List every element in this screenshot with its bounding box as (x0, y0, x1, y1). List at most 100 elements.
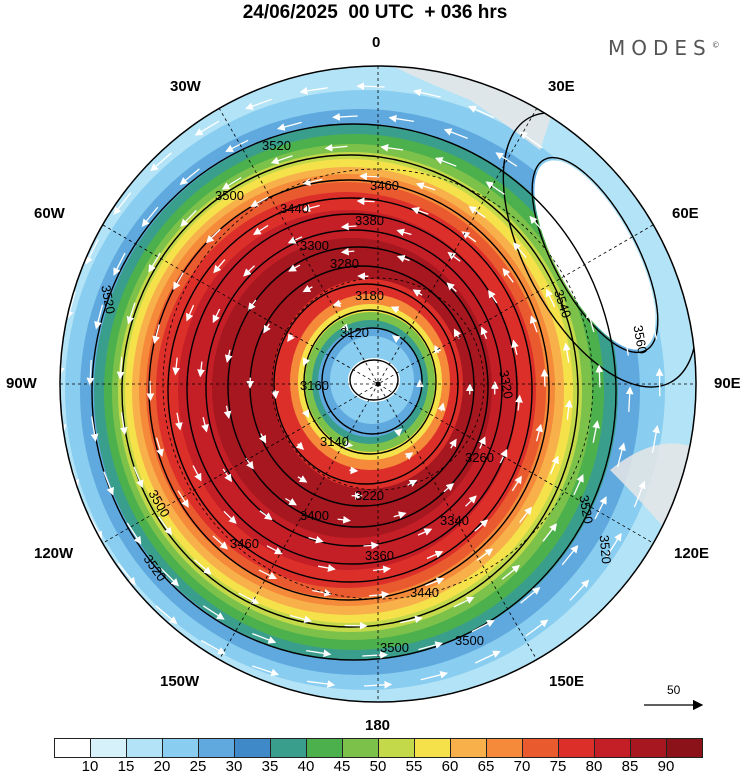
wind-vector (595, 364, 604, 388)
legend-swatch (594, 738, 631, 758)
wind-vector (251, 665, 280, 677)
wind-vector (606, 276, 617, 301)
lon-label-90e: 90E (714, 375, 741, 392)
legend-tick-label: 85 (621, 758, 639, 775)
wind-vector (173, 272, 184, 291)
wind-vector (113, 252, 126, 276)
wind-vector (155, 605, 178, 625)
contour-label: 3180 (355, 288, 384, 303)
legend-swatch (54, 738, 91, 758)
wind-vector (434, 344, 442, 354)
legend-swatch (414, 738, 451, 758)
wind-vector (648, 311, 658, 340)
wind-vector (258, 433, 267, 444)
legend-swatch (270, 738, 307, 758)
wind-vector (266, 545, 283, 555)
contour-label: 3520 (98, 284, 118, 315)
wind-vector (447, 251, 461, 262)
wind-vector (594, 496, 607, 520)
wind-vector (426, 550, 444, 560)
contour-label: 3220 (355, 488, 384, 503)
wind-vector (359, 172, 380, 181)
contour-label: 3160 (300, 378, 329, 393)
lon-label-30e: 30E (548, 78, 575, 95)
legend-swatch (666, 738, 703, 758)
legend-swatch (234, 738, 271, 758)
wind-vector (488, 289, 498, 304)
wind-vector (148, 252, 161, 273)
wind-vector (369, 590, 390, 599)
wind-vector (578, 227, 594, 250)
wind-vector (245, 458, 254, 470)
contour-label: 3140 (320, 434, 349, 449)
legend-tick-label: 40 (297, 758, 315, 775)
wind-vector (446, 282, 457, 292)
wind-vector (186, 304, 195, 322)
wind-vector (117, 562, 136, 586)
wind-vector (471, 620, 495, 633)
contour-label: 3500 (380, 640, 409, 655)
wind-vector (119, 412, 128, 436)
legend-tick-label: 30 (225, 758, 243, 775)
contour-label: 3440 (280, 201, 309, 216)
wind-vector (564, 399, 573, 420)
wind-vector (103, 471, 114, 496)
legend-swatch (90, 738, 127, 758)
contour-label: 3440 (410, 585, 439, 600)
legend-tick-label: 80 (585, 758, 603, 775)
wind-vector (152, 324, 160, 344)
wind-vector (94, 304, 104, 330)
wind-vector (549, 455, 559, 475)
lon-label-90w: 90W (6, 375, 37, 392)
wind-vector (201, 417, 209, 433)
wind-vector (253, 224, 269, 235)
wind-vector (501, 564, 521, 580)
contour-label: 3460 (230, 536, 259, 551)
legend-tick-label: 55 (405, 758, 423, 775)
wind-vector (417, 528, 433, 536)
wind-vector (415, 182, 436, 191)
contour-label: 3380 (355, 213, 384, 228)
wind-vector (113, 192, 132, 215)
wind-vector (85, 239, 99, 265)
wind-vector (485, 181, 505, 195)
legend-swatch (198, 738, 235, 758)
wind-vector (270, 155, 293, 165)
color-legend (54, 738, 703, 758)
wind-vector (569, 579, 590, 601)
wind-vector (287, 333, 295, 342)
wind-vector (213, 259, 226, 274)
wind-vector (561, 544, 579, 566)
contour-label: 3500 (455, 633, 484, 648)
wind-vector (468, 206, 486, 218)
contour-label: 3320 (496, 369, 516, 400)
legend-swatch (126, 738, 163, 758)
wind-vector (540, 185, 560, 205)
wind-vector (621, 330, 630, 356)
lon-label-120w: 120W (34, 545, 74, 562)
map-title: 24/06/2025 00 UTC + 036 hrs (242, 2, 508, 23)
wind-vector (155, 437, 164, 458)
wind-vector (238, 592, 260, 604)
contour-label: 3460 (370, 178, 399, 193)
wind-vector (243, 265, 255, 277)
wind-vector (307, 680, 336, 688)
wind-vector (542, 523, 557, 542)
wind-vector (193, 559, 212, 575)
lon-label-60e: 60E (672, 205, 699, 222)
contour-label: 3280 (330, 256, 359, 271)
wind-vector (391, 335, 401, 343)
wind-vector (259, 510, 273, 521)
wind-vector (212, 308, 221, 324)
wind-vector (478, 436, 486, 449)
wind-vector (606, 532, 622, 558)
wind-vector (363, 680, 393, 689)
wind-vector (223, 405, 232, 419)
wind-vector (224, 349, 233, 363)
wind-vector (480, 326, 488, 340)
wind-vector (180, 210, 197, 227)
wind-vector (443, 482, 455, 493)
wind-vector (172, 357, 180, 376)
wind-vector (271, 390, 280, 400)
wind-vector (465, 495, 477, 507)
